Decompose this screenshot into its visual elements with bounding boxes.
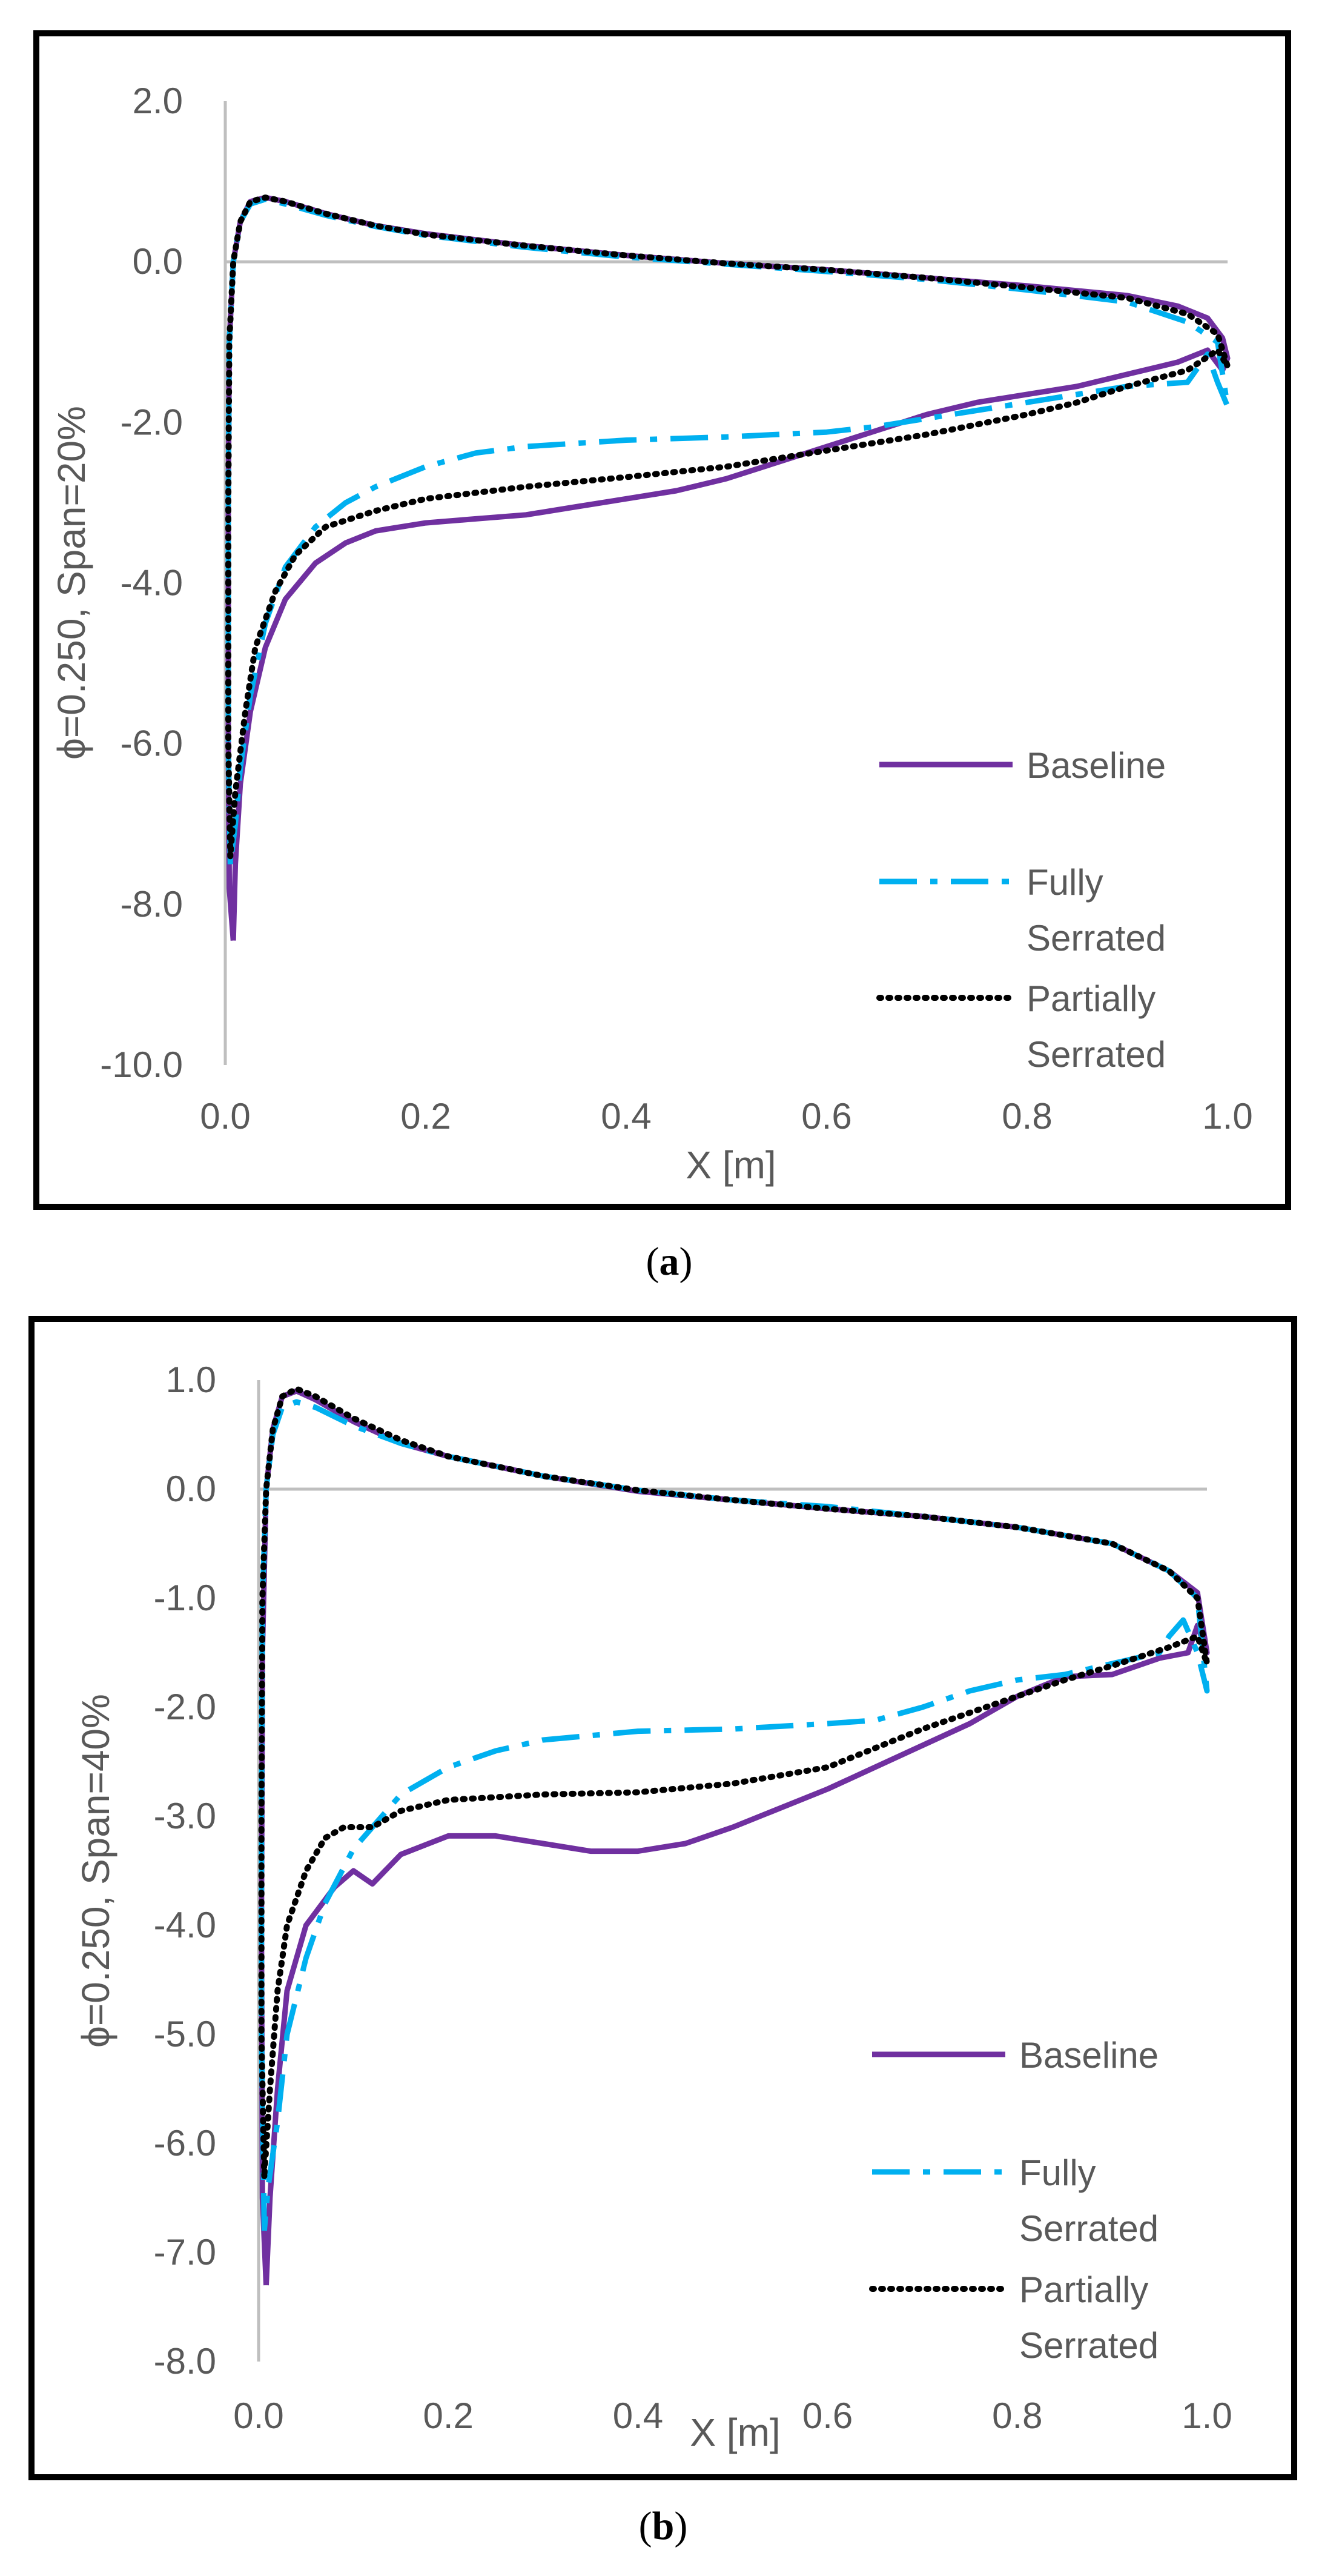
legend-label: Serrated: [1019, 2208, 1159, 2249]
y-tick-label: -6.0: [121, 723, 183, 764]
y-tick-label: -4.0: [154, 1905, 216, 1945]
chart-b: 1.0 0.0 -1.0 -2.0 -3.0 -4.0 -5.0 -6.0 -7.0 -8.0 0.…: [74, 1359, 1232, 2454]
y-tick-label: -10.0: [100, 1044, 183, 1085]
legend-label: Serrated: [1019, 2325, 1159, 2366]
x-tick-label: 1.0: [1202, 1096, 1252, 1137]
x-tick-label: 0.2: [400, 1096, 451, 1137]
y-tick-label: -6.0: [154, 2123, 216, 2163]
x-tick-label: 0.6: [802, 2395, 853, 2436]
legend-label: Serrated: [1027, 918, 1166, 958]
legend-label: Baseline: [1027, 745, 1166, 786]
caption-a-letter: a: [659, 1240, 679, 1284]
x-tick-label: 0.0: [200, 1096, 250, 1137]
y-tick-label: -4.0: [121, 563, 183, 603]
x-axis-title: X [m]: [690, 2411, 780, 2454]
y-tick-label: 0.0: [166, 1469, 216, 1509]
chart-panel-b: [28, 1316, 1297, 2480]
y-tick-label: -1.0: [154, 1578, 216, 1618]
y-tick-label: -7.0: [154, 2232, 216, 2272]
series-line-partially-serrated: [225, 194, 1231, 860]
legend-label: Partially: [1019, 2269, 1148, 2310]
caption-a: (a): [646, 1240, 693, 1284]
y-axis-title: ϕ=0.250, Span=20%: [50, 406, 93, 760]
y-tick-label: 1.0: [166, 1359, 216, 1400]
y-tick-label: -8.0: [121, 884, 183, 925]
y-axis-title: ϕ=0.250, Span=40%: [74, 1694, 117, 2048]
y-tick-label: -3.0: [154, 1796, 216, 1836]
legend-label: Fully: [1027, 862, 1103, 903]
x-tick-label: 0.0: [233, 2395, 283, 2436]
y-tick-label: -2.0: [121, 402, 183, 442]
x-tick-label: 0.6: [801, 1096, 851, 1137]
series-line-baseline: [259, 1388, 1210, 2286]
legend-label: Fully: [1019, 2153, 1096, 2193]
y-tick-label: 0.0: [133, 241, 183, 282]
legend-label: Partially: [1027, 978, 1156, 1019]
x-tick-label: 0.4: [613, 2395, 663, 2436]
legend-label: Serrated: [1027, 1034, 1166, 1075]
x-tick-label: 0.8: [1002, 1096, 1052, 1137]
x-tick-label: 1.0: [1182, 2395, 1232, 2436]
series-line-partially-serrated: [258, 1386, 1210, 2179]
y-tick-label: 2.0: [133, 81, 183, 121]
chart-panel-a: [33, 30, 1291, 1210]
caption-b-letter: b: [652, 2504, 675, 2548]
series-line-fully-serrated: [225, 196, 1231, 865]
chart-a: 2.0 0.0 -2.0 -4.0 -6.0 -8.0 -10.0 0.0 0.2 0.4 0.6 0…: [50, 81, 1253, 1187]
x-tick-label: 0.4: [601, 1096, 651, 1137]
legend-label: Baseline: [1019, 2035, 1159, 2076]
x-axis-title: X [m]: [686, 1143, 776, 1187]
y-tick-label: -5.0: [154, 2014, 216, 2054]
y-tick-label: -8.0: [154, 2341, 216, 2382]
series-line-baseline: [225, 194, 1231, 941]
x-tick-label: 0.8: [992, 2395, 1042, 2436]
y-tick-label: -2.0: [154, 1687, 216, 1727]
series-line-fully-serrated: [259, 1399, 1210, 2231]
x-tick-label: 0.2: [423, 2395, 473, 2436]
caption-b: (b): [638, 2504, 688, 2548]
